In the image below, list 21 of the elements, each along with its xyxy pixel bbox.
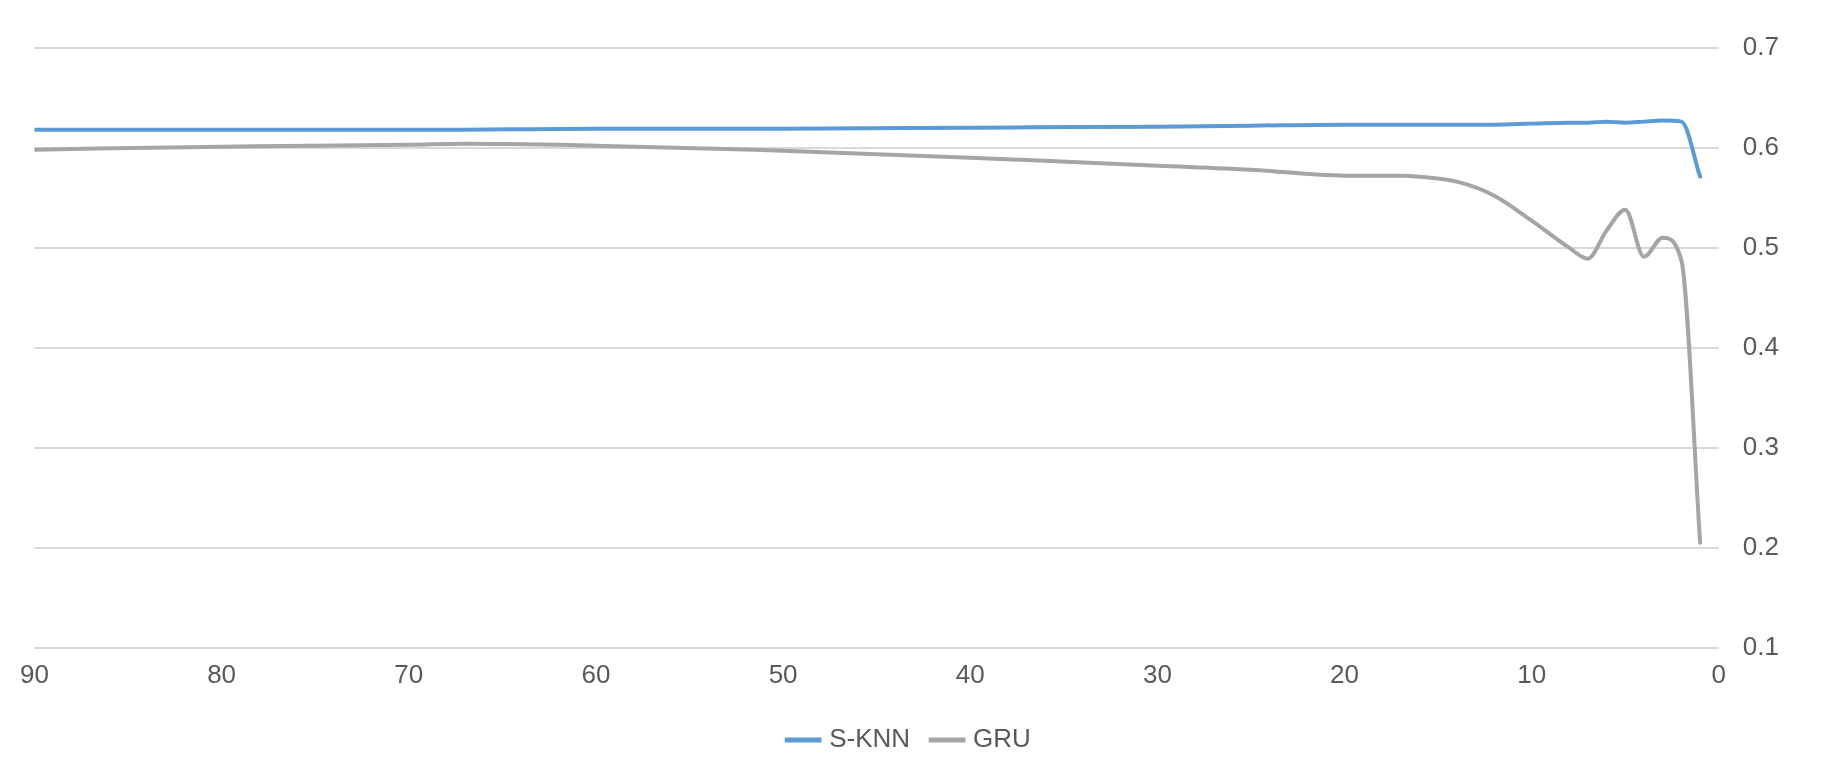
y-tick-label: 0.7: [1742, 30, 1780, 61]
x-tick-label: 40: [955, 658, 985, 689]
x-tick-label: 50: [768, 658, 798, 689]
y-tick-label: 0.1: [1742, 630, 1780, 661]
y-tick-label: 0.2: [1742, 530, 1780, 561]
x-tick-label: 80: [207, 658, 237, 689]
line-series: [34, 118, 1703, 179]
x-tick-label: 70: [394, 658, 424, 689]
y-tick-label: 0.3: [1742, 430, 1780, 461]
x-tick-label: 60: [581, 658, 611, 689]
y-tick-label: 0.4: [1742, 330, 1780, 361]
x-tick-label: 10: [1517, 658, 1547, 689]
y-tick-label: 0.6: [1742, 130, 1780, 161]
legend-label: GRU: [973, 723, 1031, 754]
x-tick-label: 0: [1711, 658, 1727, 689]
line-series: [34, 141, 1703, 545]
y-tick-label: 0.5: [1742, 230, 1780, 261]
legend-label: S-KNN: [829, 723, 911, 754]
x-tick-label: 20: [1330, 658, 1360, 689]
x-tick-label: 90: [20, 658, 49, 689]
x-tick-label: 30: [1142, 658, 1172, 689]
